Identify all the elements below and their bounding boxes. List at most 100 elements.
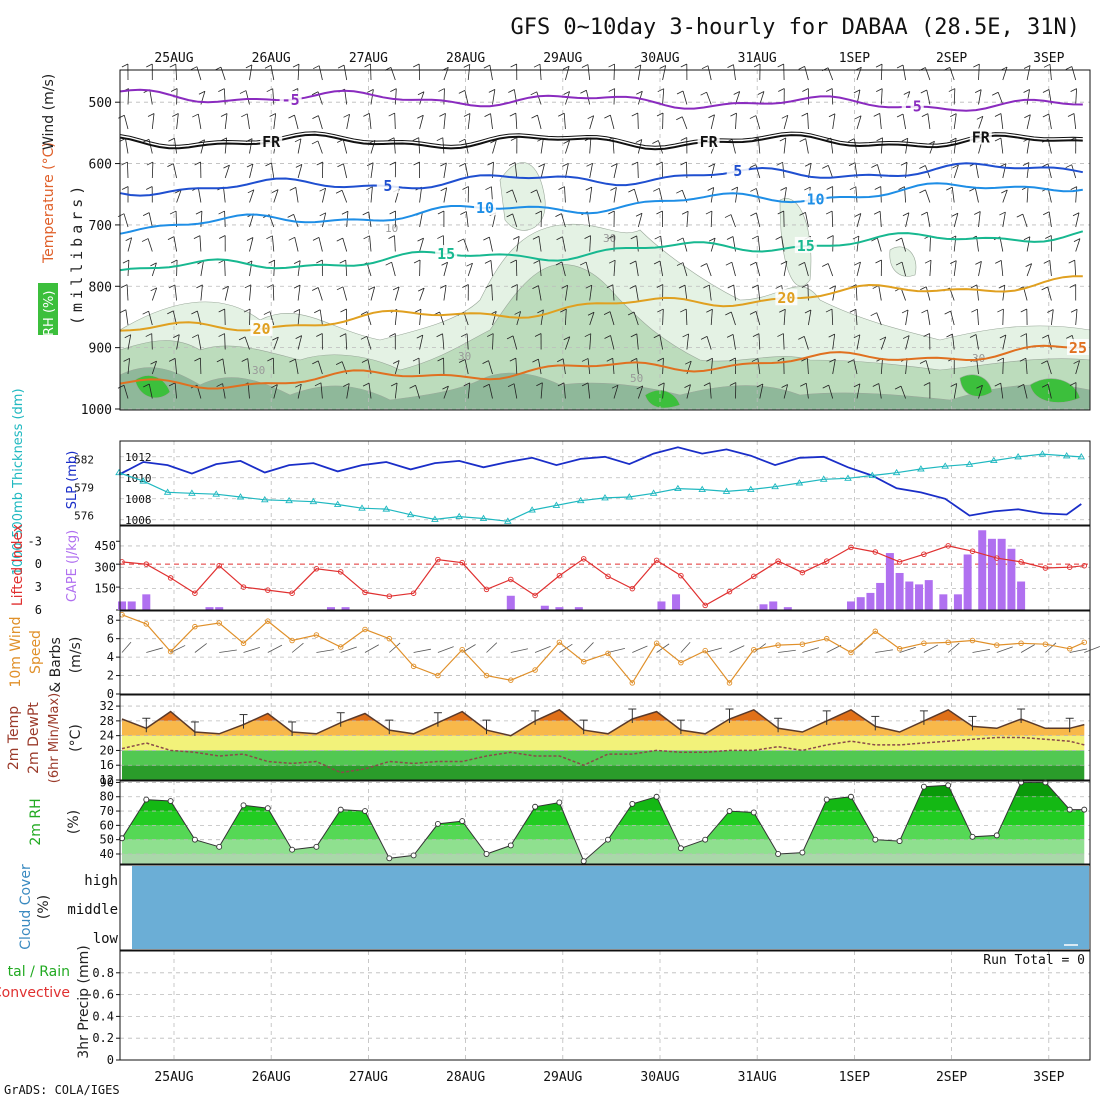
wind-barb: [174, 382, 177, 399]
wind-barb: [1023, 384, 1028, 399]
wind-barb-flag: [389, 333, 396, 337]
wind-barb-flag: [653, 334, 660, 339]
top-date-label: 25AUG: [154, 51, 193, 66]
wind-barb: [856, 213, 862, 228]
wind-barb-flag: [750, 212, 757, 217]
rh-marker: [629, 800, 636, 807]
dewpoint-axis-label: 2m DewPt: [26, 702, 42, 774]
wind-barb-flag: [414, 308, 422, 313]
wind-barb-flag: [1066, 335, 1073, 339]
wind-barb: [612, 358, 615, 375]
wind-barb-flag: [241, 358, 248, 362]
wind-barb-flag: [438, 88, 445, 92]
wind-barb-flag: [267, 357, 274, 362]
wind-barb: [880, 186, 882, 203]
wind-barb-flag: [536, 382, 543, 387]
wind-barb-flag: [413, 259, 421, 264]
wind-barb-flag: [854, 261, 861, 266]
wind-barb: [370, 186, 373, 203]
wind-barb: [272, 235, 275, 252]
wind-barb-flag: [413, 63, 420, 68]
wind-barb-flag: [657, 357, 664, 362]
wind-barb-flag: [777, 63, 784, 68]
wind-barb: [855, 309, 858, 326]
wind-barb-flag: [150, 262, 157, 267]
wind-barb-flag: [510, 63, 517, 68]
wind-barb: [394, 286, 400, 301]
wind-barb-flag: [780, 187, 787, 191]
wind-barb: [1051, 309, 1054, 326]
thickness-marker: [965, 460, 974, 467]
lifted-index-marker: [678, 572, 684, 579]
wind-speed-marker: [823, 635, 830, 642]
wind-barb: [539, 260, 542, 277]
wind-barb: [947, 642, 960, 653]
wind-barb-flag: [799, 212, 806, 216]
wind-barb-flag: [826, 186, 833, 190]
wind-barb-flag: [778, 88, 785, 92]
wind-barb-flag: [293, 309, 300, 313]
wind-barb-flag: [950, 113, 957, 118]
wind-barb: [343, 163, 348, 179]
wind-barb-flag: [656, 112, 664, 117]
wind-barb: [905, 309, 909, 326]
wind-barb-flag: [460, 211, 467, 215]
wind-barb-flag: [510, 259, 517, 264]
wind-barb-flag: [458, 138, 466, 143]
lifted-index-marker: [337, 569, 344, 575]
top-date-label: 1SEP: [839, 51, 870, 66]
wind-barb: [123, 213, 129, 228]
wind-barb: [1048, 113, 1052, 130]
wind-barb: [466, 333, 469, 350]
wind-barb: [974, 188, 979, 203]
wind-barb-flag: [246, 163, 254, 168]
wind-barb-flag: [951, 212, 959, 217]
wind-barb: [294, 237, 299, 252]
wind-barb: [565, 285, 569, 301]
wind-barb-flag: [636, 90, 643, 95]
thickness-marker: [990, 456, 998, 464]
wind-barb-flag: [848, 138, 855, 142]
wind-barb: [194, 643, 207, 653]
wind-barb: [682, 237, 688, 252]
rh-shade-region: [889, 246, 917, 277]
wind-barb: [273, 384, 278, 399]
isotherm-label: 15: [797, 237, 815, 255]
wind-barb-flag: [875, 63, 883, 68]
rh-fill-layer: 10 30 30 30 50 30: [119, 162, 1091, 411]
wind-barb-flag: [146, 63, 153, 68]
wind-speed-marker: [459, 646, 465, 653]
pressure-level-axis: 500 600 700 800 900 1000: [81, 96, 120, 418]
wind-barb-flag: [1072, 212, 1080, 217]
wind-barb-flag: [629, 285, 636, 289]
wind-barb-flag: [853, 89, 861, 94]
wind-barb-flag: [825, 308, 833, 313]
wind-barb: [830, 137, 834, 154]
wind-barb-flag: [848, 162, 856, 166]
wind-barb: [953, 213, 959, 228]
wind-barb-flag: [829, 285, 836, 290]
wind-barb-flag: [218, 210, 225, 215]
wind-speed-marker: [994, 642, 1000, 648]
cape-tick-label: 300: [94, 560, 116, 574]
wind-barb: [929, 260, 932, 277]
wind-speed-marker: [386, 635, 393, 642]
wind-barb-flag: [141, 238, 149, 242]
cape-bar: [895, 572, 904, 610]
rh-marker: [702, 836, 709, 843]
rh-band: [122, 782, 1085, 797]
wind-barb: [759, 383, 764, 399]
wind-barb-flag: [749, 261, 757, 266]
wind-barb: [706, 336, 712, 350]
wind-barb-flag: [701, 65, 709, 70]
wind-barb: [923, 644, 939, 653]
wind-barb: [513, 89, 518, 105]
wind-barb-flag: [896, 113, 904, 118]
wind-barb: [174, 358, 177, 375]
wind-barb-flag: [311, 140, 319, 145]
wind-barb: [783, 384, 789, 399]
lifted-index-marker: [921, 551, 927, 558]
wind-barb: [220, 66, 226, 81]
wind-barb-flag: [1047, 309, 1054, 313]
wind-barb: [443, 113, 446, 130]
